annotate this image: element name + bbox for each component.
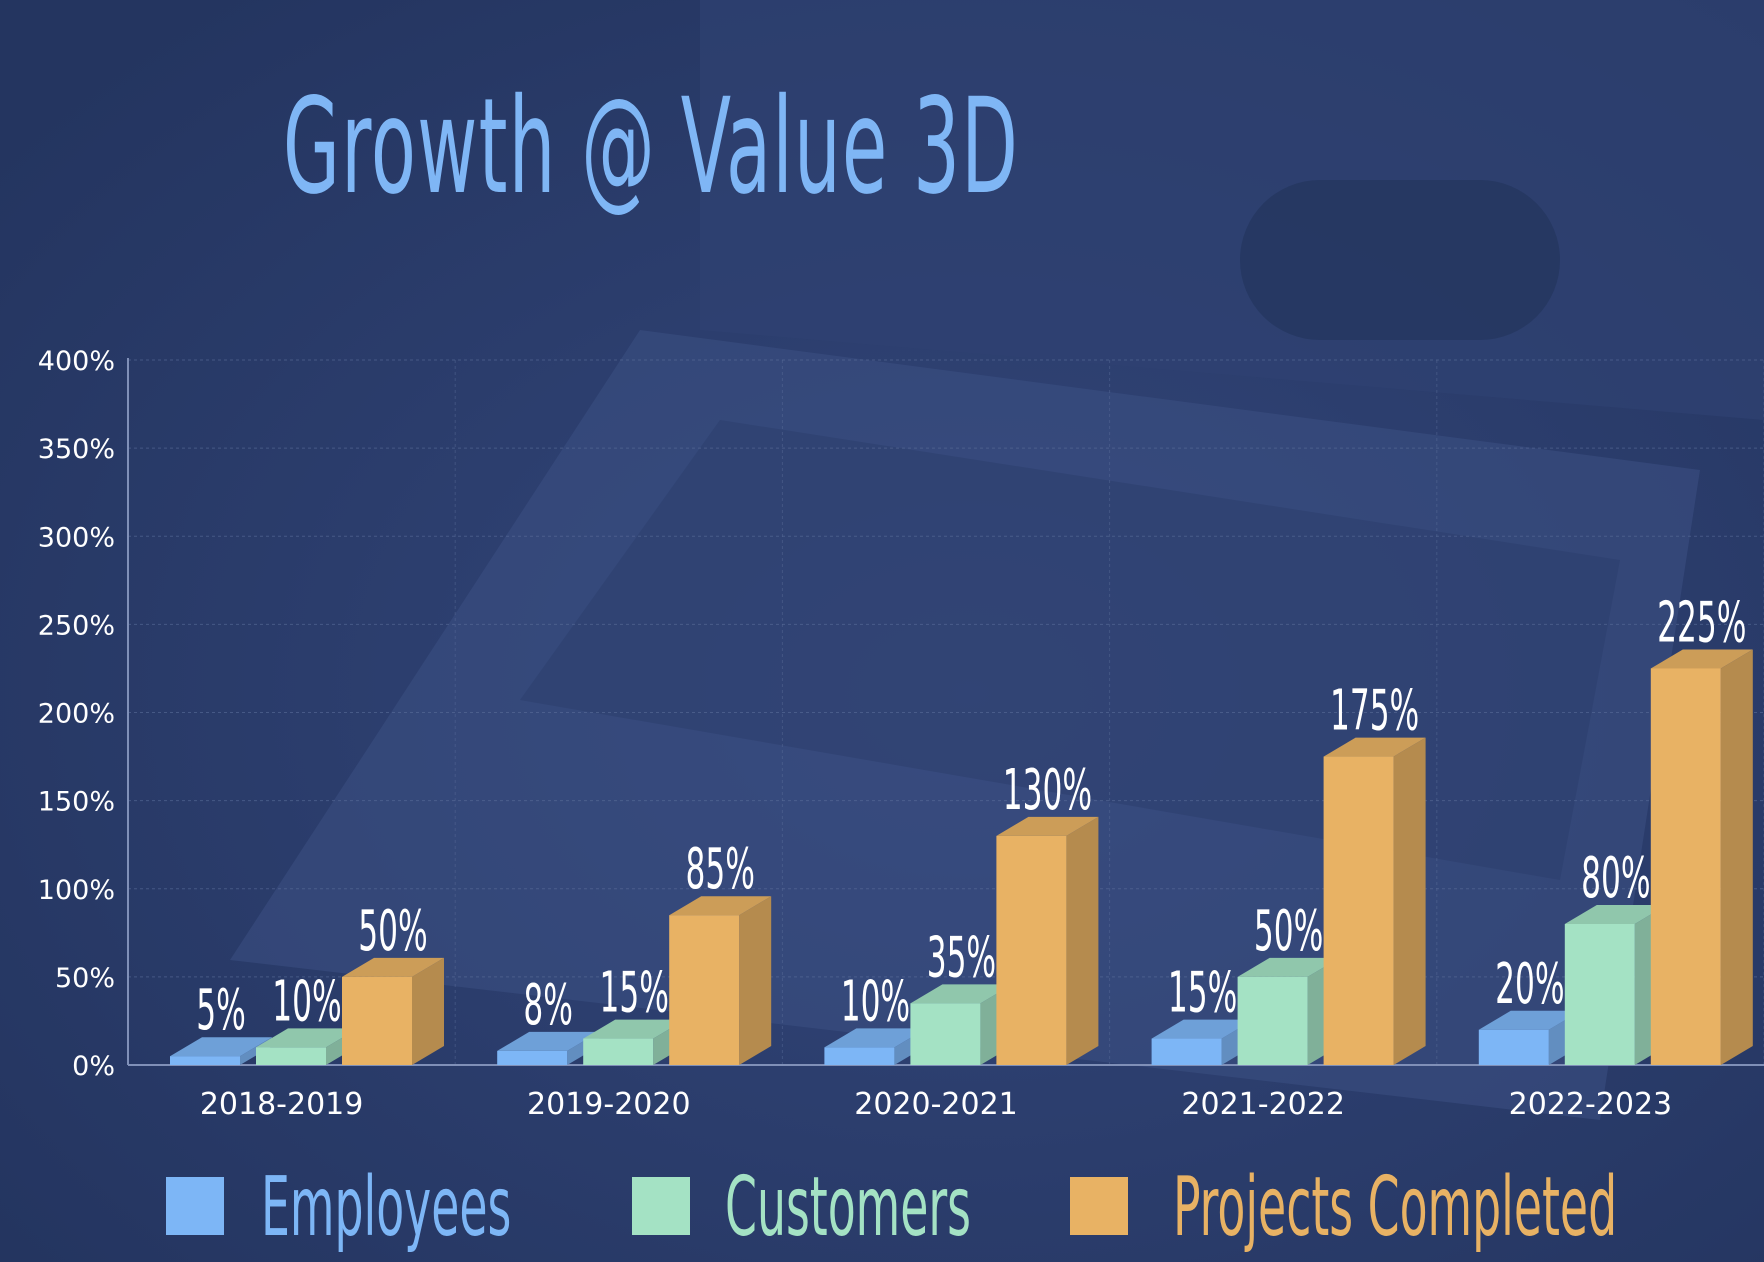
- bar-top: [824, 1028, 927, 1048]
- x-tick-label: 2022-2023: [1509, 1087, 1673, 1122]
- x-tick-label: 2019-2020: [527, 1087, 691, 1122]
- bar-top: [497, 1031, 600, 1051]
- data-label: 175%: [1330, 678, 1419, 743]
- legend-label-projects: Projects Completed: [1173, 1160, 1618, 1255]
- data-label: 15%: [599, 960, 668, 1025]
- data-label: 15%: [1168, 960, 1237, 1025]
- data-label: 10%: [841, 969, 910, 1034]
- x-tick-label: 2018-2019: [200, 1087, 364, 1122]
- data-label: 35%: [927, 925, 996, 990]
- x-tick-label: 2020-2021: [854, 1087, 1018, 1122]
- bar-front: [669, 915, 740, 1065]
- bar-front: [1564, 924, 1635, 1065]
- y-tick-label: 200%: [38, 699, 115, 730]
- employees-swatch: [166, 1177, 224, 1235]
- projects-swatch: [1070, 1177, 1128, 1235]
- y-tick-label: 400%: [38, 346, 115, 377]
- data-label: 5%: [196, 978, 246, 1043]
- bar-projects-completed-2021-2022: [1323, 737, 1426, 1065]
- bar-side: [1066, 816, 1099, 1065]
- legend-label-employees: Employees: [261, 1160, 512, 1255]
- bar-front: [1323, 756, 1394, 1065]
- y-tick-label: 0%: [72, 1051, 115, 1082]
- bar-top: [1478, 1010, 1581, 1030]
- bar-side: [739, 896, 772, 1065]
- axes: 0% 50% 100% 150% 200% 250% 300% 350% 400% 2018-20…: [38, 346, 1764, 1122]
- bar-front: [1478, 1029, 1549, 1065]
- bar-top: [256, 1028, 358, 1048]
- bar-top: [1650, 649, 1753, 669]
- data-label: 50%: [1254, 898, 1323, 963]
- bar-projects-completed-2018-2019: [342, 957, 444, 1065]
- y-tick-label: 300%: [38, 522, 115, 553]
- y-tick-label: 250%: [38, 610, 115, 641]
- y-tick-label: 100%: [38, 875, 115, 906]
- data-label: 8%: [523, 972, 573, 1037]
- bar-side: [1720, 649, 1753, 1065]
- bar-top: [910, 984, 1013, 1004]
- bars: [170, 649, 1753, 1065]
- bar-top: [669, 896, 772, 916]
- bar-front: [996, 835, 1067, 1065]
- bar-projects-completed-2019-2020: [669, 896, 772, 1065]
- data-label: 50%: [358, 898, 427, 963]
- legend-label-customers: Customers: [725, 1160, 972, 1255]
- bar-front: [1650, 668, 1721, 1065]
- bar-front: [824, 1047, 895, 1065]
- bar-projects-completed-2020-2021: [996, 816, 1099, 1065]
- data-labels: 5% 8% 10% 15% 20% 10% 15% 35% 50% 80% 50% 85% 130% 17…: [196, 590, 1746, 1043]
- bar-top: [1323, 737, 1426, 757]
- y-tick-label: 150%: [38, 787, 115, 818]
- bar-front: [256, 1047, 326, 1065]
- bar-projects-completed-2022-2023: [1650, 649, 1753, 1065]
- bar-front: [342, 976, 412, 1065]
- data-label: 85%: [685, 837, 754, 902]
- bar-top: [1237, 957, 1340, 977]
- y-tick-label: 50%: [55, 963, 115, 994]
- bar-front: [497, 1050, 568, 1065]
- bar-top: [996, 816, 1099, 836]
- bar-front: [1151, 1038, 1222, 1065]
- bar-top: [342, 957, 444, 977]
- bar-side: [412, 957, 444, 1065]
- bar-top: [583, 1019, 686, 1039]
- bar-side: [1393, 737, 1426, 1065]
- y-tick-label: 350%: [38, 434, 115, 465]
- bar-top: [1564, 905, 1667, 924]
- customers-swatch: [632, 1177, 690, 1235]
- bar-front: [170, 1056, 240, 1065]
- data-label: 10%: [272, 969, 341, 1034]
- bar-employees-2019-2020: [497, 1031, 600, 1065]
- data-label: 80%: [1581, 845, 1650, 910]
- bar-employees-2021-2022: [1151, 1019, 1254, 1065]
- x-tick-label: 2021-2022: [1181, 1087, 1345, 1122]
- data-label: 20%: [1495, 951, 1564, 1016]
- bar-front: [910, 1003, 981, 1065]
- bar-top: [1151, 1019, 1254, 1039]
- data-label: 225%: [1657, 590, 1746, 655]
- chart-title: Growth @ Value 3D: [282, 70, 1020, 224]
- bar-front: [583, 1038, 654, 1065]
- bar-front: [1237, 976, 1308, 1065]
- data-label: 130%: [1003, 757, 1092, 822]
- bar-top: [170, 1037, 272, 1057]
